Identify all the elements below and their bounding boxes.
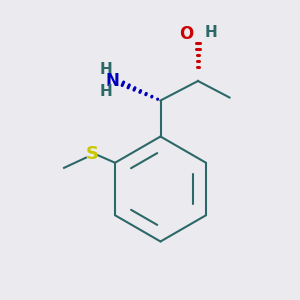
Text: H: H — [204, 25, 217, 40]
Text: S: S — [86, 145, 99, 163]
Text: H: H — [99, 62, 112, 77]
Text: H: H — [99, 84, 112, 99]
Text: N: N — [106, 72, 119, 90]
Text: O: O — [179, 25, 194, 43]
